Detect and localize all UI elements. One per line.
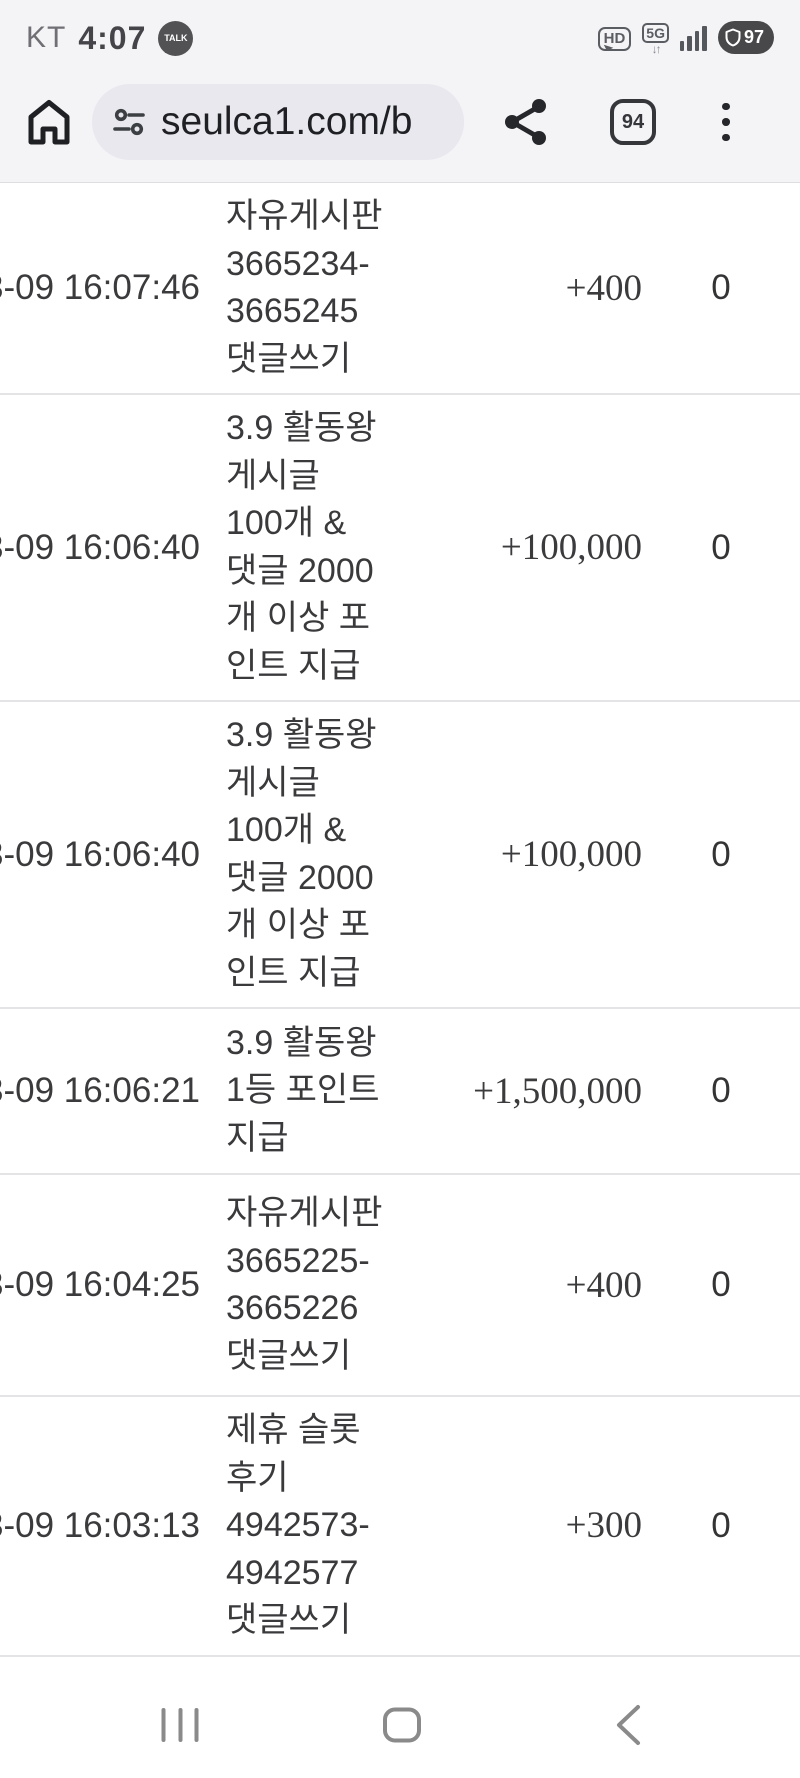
row-points-cell: +100,000 <box>500 834 642 875</box>
url-text[interactable]: seulca1.com/b <box>161 100 413 143</box>
status-bar-left: KT 4:07 TALK <box>26 19 194 57</box>
signal-strength-icon <box>679 26 707 51</box>
row-balance-cell: 0 <box>711 1265 731 1304</box>
table-row[interactable]: 03-09 16:06:40 3.9 활동왕 게시글 100개 & 댓글 200… <box>0 395 800 702</box>
row-description-cell: 3.9 활동왕 게시글 100개 & 댓글 2000 개 이상 포 인트 지급 <box>226 716 377 992</box>
row-description-cell: 3.9 활동왕 게시글 100개 & 댓글 2000 개 이상 포 인트 지급 <box>226 409 377 685</box>
home-button[interactable] <box>26 98 72 146</box>
android-home-button[interactable] <box>383 1707 421 1743</box>
5g-network-icon: 5G ↓↑ <box>642 23 669 55</box>
site-settings-icon[interactable] <box>112 105 146 139</box>
points-history-table: 03-09 16:07:46 자유게시판 3665234- 3665245 댓글… <box>0 183 800 1657</box>
android-nav-bar <box>0 1672 800 1778</box>
row-balance-cell: 0 <box>711 527 731 567</box>
hd-voice-icon: HD <box>597 27 632 51</box>
network-activity-arrows: ↓↑ <box>651 42 662 56</box>
row-balance-cell: 0 <box>711 1505 731 1545</box>
status-bar-right: HD 5G ↓↑ 97 <box>597 21 774 55</box>
status-bar: KT 4:07 TALK HD 5G ↓↑ 97 <box>0 0 800 62</box>
carrier-label: KT <box>26 21 67 54</box>
row-date-cell: 03-09 16:03:13 <box>0 1505 200 1545</box>
table-row[interactable]: 03-09 16:04:25 자유게시판 3665225- 3665226 댓글… <box>0 1175 800 1397</box>
shield-icon <box>725 28 741 47</box>
battery-indicator: 97 <box>717 21 774 54</box>
table-row[interactable]: 03-09 16:06:21 3.9 활동왕 1등 포인트 지급 +1,500,… <box>0 1009 800 1175</box>
tab-switcher-button[interactable]: 94 <box>610 99 656 145</box>
clock: 4:07 <box>78 19 147 56</box>
url-bar[interactable]: seulca1.com/b <box>92 84 464 160</box>
row-date-cell: 03-09 16:06:40 <box>0 834 200 874</box>
row-date-cell: 03-09 16:06:40 <box>0 527 200 567</box>
row-description-cell: 자유게시판 3665225- 3665226 댓글쓰기 <box>226 1194 383 1375</box>
table-row[interactable]: 03-09 16:07:46 자유게시판 3665234- 3665245 댓글… <box>0 183 800 395</box>
browser-toolbar: seulca1.com/b 94 <box>0 62 800 182</box>
browser-chrome: KT 4:07 TALK HD 5G ↓↑ 97 <box>0 0 800 183</box>
home-icon <box>28 100 70 145</box>
recents-button[interactable] <box>161 1708 199 1742</box>
row-points-cell: +400 <box>565 1264 642 1306</box>
row-description-cell: 3.9 활동왕 1등 포인트 지급 <box>226 1023 380 1157</box>
row-description-cell: 제휴 슬롯 후기 4942573- 4942577 댓글쓰기 <box>226 1411 370 1639</box>
row-balance-cell: 0 <box>711 268 731 307</box>
row-date-cell: 03-09 16:04:25 <box>0 1265 200 1304</box>
row-points-cell: +300 <box>565 1505 642 1547</box>
row-balance-cell: 0 <box>711 1071 731 1110</box>
back-button[interactable] <box>614 1704 642 1746</box>
row-points-cell: +1,500,000 <box>473 1070 642 1112</box>
share-icon <box>505 99 546 145</box>
back-chevron-icon <box>617 1705 640 1745</box>
tab-count: 94 <box>621 110 645 133</box>
page-content: 03-09 16:07:46 자유게시판 3665234- 3665245 댓글… <box>0 183 800 1657</box>
battery-percent: 97 <box>743 27 764 47</box>
table-row[interactable]: 03-09 16:06:40 3.9 활동왕 게시글 100개 & 댓글 200… <box>0 702 800 1009</box>
row-balance-cell: 0 <box>711 834 731 874</box>
row-points-cell: +400 <box>565 267 642 309</box>
row-date-cell: 03-09 16:06:21 <box>0 1071 200 1110</box>
row-date-cell: 03-09 16:07:46 <box>0 268 200 307</box>
browser-menu-button[interactable] <box>722 102 730 142</box>
kakaotalk-notification-icon: TALK <box>158 20 194 56</box>
table-row[interactable]: 03-09 16:03:13 제휴 슬롯 후기 4942573- 4942577… <box>0 1397 800 1657</box>
row-points-cell: +100,000 <box>500 527 642 568</box>
share-button[interactable] <box>504 98 548 146</box>
row-description-cell: 자유게시판 3665234- 3665245 댓글쓰기 <box>226 197 383 378</box>
